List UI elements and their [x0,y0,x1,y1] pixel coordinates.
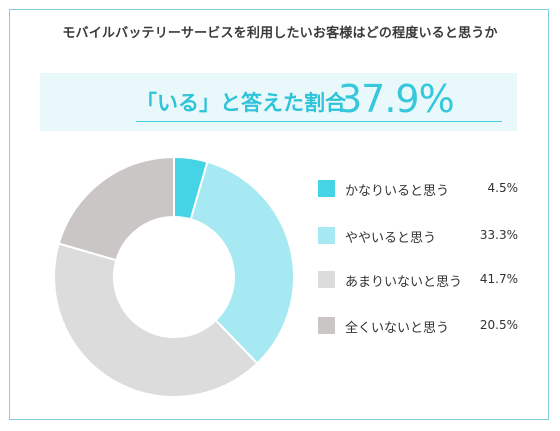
legend-label: 全くいないと思う [345,321,450,336]
legend-swatch [318,271,335,288]
legend-swatch [318,180,335,197]
legend-swatch [318,227,335,244]
legend-label: かなりいると思う [345,184,450,199]
legend-item-mattaku: 全くいないと思う 20.5% [318,315,518,336]
slice-yaya [189,160,295,365]
legend-item-kanari: かなりいると思う 4.5% [318,178,519,199]
slice-amari [53,242,259,398]
legend-label: ややいると思う [345,231,437,246]
legend-value: 33.3% [479,228,518,242]
legend-value: 4.5% [487,181,519,195]
highlight-underline [136,121,502,122]
legend-value: 41.7% [479,272,518,286]
legend-item-amari: あまりいないと思う 41.7% [318,269,518,290]
chart-title: モバイルバッテリーサービスを利用したいお客様はどの程度いると思うか [62,26,498,41]
legend-value: 20.5% [479,318,518,332]
slice-mattaku [57,155,175,262]
highlight-label: 「いる」と答えた割合 [136,91,346,115]
legend-item-yaya: ややいると思う 33.3% [318,225,518,246]
legend-swatch [318,317,335,334]
highlight-banner: 「いる」と答えた割合 37.9% [40,73,517,131]
legend-label: あまりいないと思う [345,275,463,290]
highlight-value: 37.9% [338,77,455,121]
